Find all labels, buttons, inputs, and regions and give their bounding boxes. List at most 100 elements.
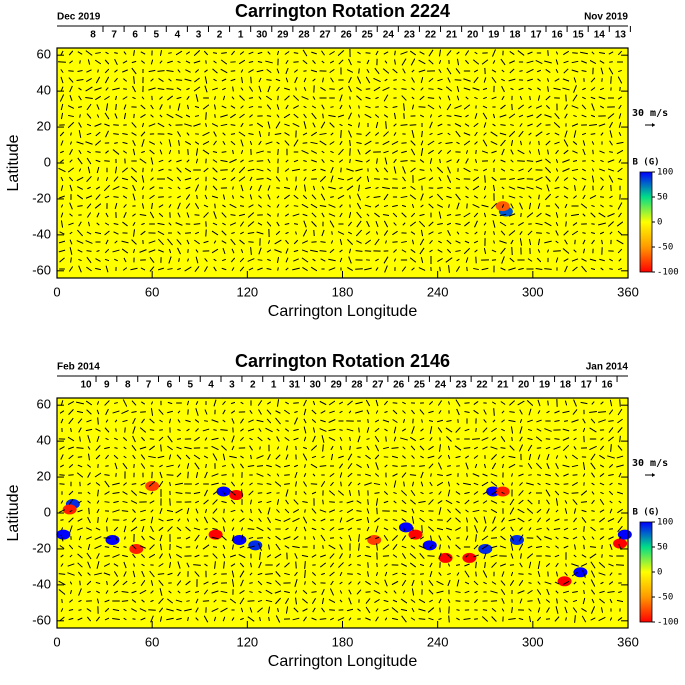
- flow-arrow: [186, 601, 189, 602]
- flow-arrow: [386, 121, 387, 129]
- plot-background: [57, 398, 628, 628]
- chart-title: Carrington Rotation 2146: [235, 351, 450, 371]
- day-tick-label: 22: [477, 380, 489, 391]
- y-tick-label: 40: [37, 433, 51, 448]
- flow-arrow: [620, 436, 621, 442]
- flow-arrow: [356, 251, 363, 252]
- flow-arrow: [105, 466, 108, 467]
- flow-arrow: [140, 412, 146, 413]
- flow-arrow: [150, 466, 153, 467]
- flow-arrow: [539, 195, 540, 200]
- date-label: Feb 2014: [57, 362, 100, 373]
- flow-arrow: [123, 89, 127, 90]
- flow-arrow: [553, 251, 561, 252]
- flow-arrow: [350, 159, 351, 163]
- day-tick-label: 2: [217, 30, 223, 41]
- flow-arrow: [222, 484, 226, 485]
- day-tick-label: 27: [372, 380, 384, 391]
- x-tick-label: 0: [53, 634, 60, 649]
- flow-arrow: [427, 556, 434, 557]
- flow-arrow: [476, 150, 477, 154]
- reference-arrow-label: 30 m/s: [632, 108, 668, 119]
- colorbar-tick-label: 50: [657, 543, 668, 553]
- flow-arrow: [419, 619, 426, 620]
- flow-arrow: [104, 556, 109, 557]
- flow-arrow: [278, 96, 279, 100]
- magnetic-patch: [496, 486, 510, 496]
- flow-arrow: [62, 599, 63, 603]
- flow-arrow: [58, 62, 66, 63]
- day-tick-label: 16: [602, 380, 614, 391]
- flow-arrow: [330, 107, 333, 108]
- x-tick-label: 240: [427, 284, 449, 299]
- flow-arrow: [122, 601, 128, 602]
- flow-arrow: [366, 592, 371, 593]
- flow-arrow: [98, 417, 99, 424]
- day-tick-label: 8: [125, 380, 131, 391]
- flow-arrow: [392, 448, 399, 449]
- day-tick-label: 17: [581, 380, 593, 391]
- flow-arrow: [384, 179, 388, 180]
- flow-arrow: [341, 130, 342, 138]
- flow-arrow: [476, 562, 477, 568]
- magnetic-patch: [478, 544, 492, 554]
- flow-arrow: [420, 574, 424, 575]
- flow-arrow: [566, 213, 567, 217]
- flow-arrow: [296, 88, 297, 91]
- flow-arrow: [347, 574, 353, 575]
- flow-arrow: [530, 96, 531, 100]
- flow-arrow: [368, 499, 369, 505]
- flow-arrow: [350, 140, 351, 146]
- flow-arrow: [204, 421, 208, 422]
- flow-arrow: [602, 545, 603, 549]
- flow-arrow: [528, 574, 531, 575]
- y-tick-label: -20: [32, 190, 51, 205]
- flow-arrow: [150, 430, 154, 431]
- flow-arrow: [79, 610, 82, 611]
- x-tick-label: 360: [617, 634, 639, 649]
- flow-arrow: [492, 260, 496, 261]
- flow-arrow: [554, 439, 559, 440]
- flow-arrow: [113, 197, 118, 198]
- magnetic-patch: [63, 504, 77, 514]
- day-tick-label: 19: [488, 30, 500, 41]
- flow-arrow: [269, 617, 270, 621]
- flow-arrow: [330, 520, 334, 521]
- y-tick-label: 20: [37, 119, 51, 134]
- day-tick-label: 7: [146, 380, 152, 391]
- flow-arrow: [170, 498, 171, 505]
- flow-arrow: [383, 556, 389, 557]
- day-tick-label: 24: [383, 30, 395, 41]
- flow-arrow: [467, 473, 468, 477]
- flow-arrow: [77, 206, 82, 207]
- flow-arrow: [305, 509, 306, 512]
- flow-arrow: [476, 572, 477, 577]
- flow-arrow: [293, 62, 298, 63]
- day-tick-label: 27: [319, 30, 331, 41]
- y-tick-label: 60: [37, 397, 51, 412]
- flow-arrow: [539, 141, 540, 145]
- day-tick-label: 5: [154, 30, 160, 41]
- flow-arrow: [536, 233, 542, 234]
- flow-arrow: [401, 89, 406, 90]
- day-tick-label: 16: [552, 30, 564, 41]
- day-tick-label: 25: [414, 380, 426, 391]
- flow-arrow: [518, 574, 523, 575]
- flow-arrow: [258, 260, 263, 261]
- flow-arrow: [276, 188, 279, 189]
- day-tick-label: 25: [362, 30, 374, 41]
- flow-arrow: [440, 608, 441, 613]
- flow-arrow: [185, 233, 191, 234]
- colorbar-label: B (G): [632, 508, 659, 518]
- flow-arrow: [177, 439, 181, 440]
- day-tick-label: 3: [229, 380, 235, 391]
- day-tick-label: 29: [331, 380, 343, 391]
- flow-arrow: [284, 475, 290, 476]
- magnetic-patch: [408, 530, 422, 540]
- magnetic-patch: [56, 530, 70, 540]
- day-tick-label: 4: [175, 30, 181, 41]
- flow-arrow: [392, 242, 397, 243]
- y-tick-label: -40: [32, 576, 51, 591]
- flow-arrow: [357, 62, 360, 63]
- x-axis-title: Carrington Longitude: [268, 303, 418, 320]
